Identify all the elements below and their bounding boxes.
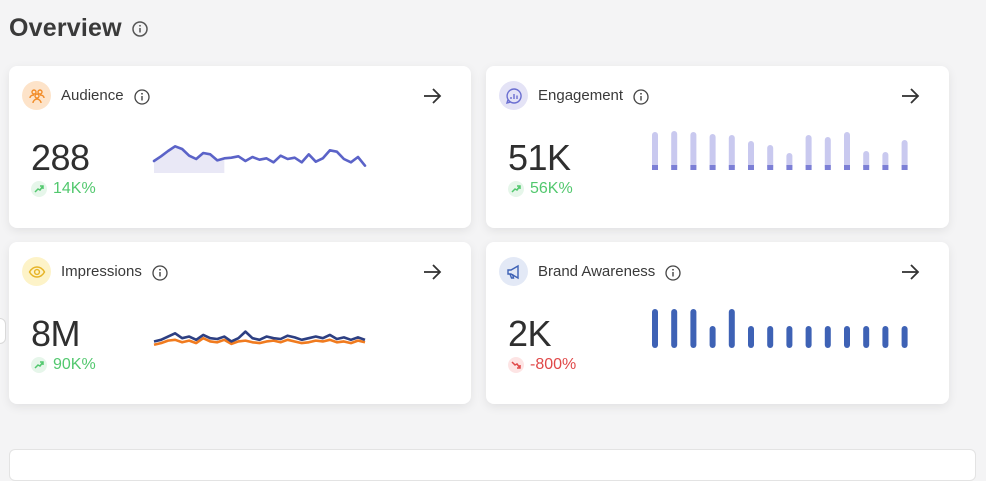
trend-indicator: 90K% [31,356,96,374]
bar [690,309,697,348]
sparkline-area [154,146,225,173]
bar [709,134,716,170]
bar [728,135,735,170]
card-title: Impressions [61,263,142,280]
metric-value: 8M [31,313,81,354]
card-title: Brand Awareness [538,263,656,280]
audience-card[interactable]: Audience 288 14K% [9,66,471,228]
brand-awareness-bar-chart [652,309,908,348]
side-handle[interactable] [0,318,6,344]
trend-value: 90K% [53,356,96,373]
metric-value: 288 [31,137,90,178]
info-icon[interactable] [152,264,168,281]
page-title: Overview [9,14,148,43]
bar [767,145,774,170]
info-icon[interactable] [132,20,148,37]
bar [844,132,850,170]
engagement-bar-chart [652,131,908,170]
bar [690,132,697,170]
trend-value: 56K% [530,180,573,197]
bar [786,153,793,170]
series-line-0 [153,336,366,346]
audience-icon [22,81,51,110]
metric-value: 51K [508,137,571,178]
trend-indicator: -800% [508,356,576,374]
bar [805,135,812,170]
bar [824,326,831,348]
bottom-panel [9,449,976,481]
trend-indicator: 14K% [31,180,96,198]
bar [671,309,678,348]
bar [709,326,716,348]
trend-up-icon [508,181,524,197]
engagement-card[interactable]: Engagement 51K 56K% [486,66,949,228]
trend-up-icon [31,357,47,373]
bar [901,326,908,348]
trend-value: 14K% [53,180,96,197]
info-icon[interactable] [665,264,681,281]
impressions-card[interactable]: Impressions 8M 90K% [9,242,471,404]
trend-value: -800% [530,356,577,373]
info-icon[interactable] [133,88,150,105]
trend-down-icon [508,357,524,373]
bar [748,141,754,170]
info-icon[interactable] [633,88,649,105]
megaphone-icon [499,257,528,286]
bar [786,326,793,348]
bar [844,326,850,348]
bar [901,140,908,170]
bar [652,132,658,170]
card-header: Impressions [22,257,168,286]
bar [652,309,658,348]
metric-value: 2K [508,313,552,354]
sparkline-line [152,145,367,167]
brand-awareness-card[interactable]: Brand Awareness 2K -800% [486,242,949,404]
bar [882,152,889,170]
card-title: Engagement [538,87,624,104]
arrow-right-icon[interactable] [899,261,921,283]
page-title-text: Overview [9,14,122,42]
arrow-right-icon[interactable] [421,261,443,283]
bar [767,326,774,348]
card-header: Audience [22,81,150,110]
bar [805,326,812,348]
bar [863,326,870,348]
card-header: Engagement [499,81,649,110]
bar [748,326,754,348]
impressions-line-chart [153,330,366,346]
bar [671,131,678,170]
arrow-right-icon[interactable] [899,85,921,107]
series-line-1 [153,330,366,343]
bar [863,151,870,170]
card-title: Audience [61,87,124,104]
bar [882,326,889,348]
engagement-icon [499,81,528,110]
bar [824,137,831,170]
audience-sparkline [152,145,367,173]
trend-indicator: 56K% [508,180,573,198]
arrow-right-icon[interactable] [421,85,443,107]
trend-up-icon [31,181,47,197]
eye-icon [22,257,51,286]
card-header: Brand Awareness [499,257,681,286]
bar [728,309,735,348]
